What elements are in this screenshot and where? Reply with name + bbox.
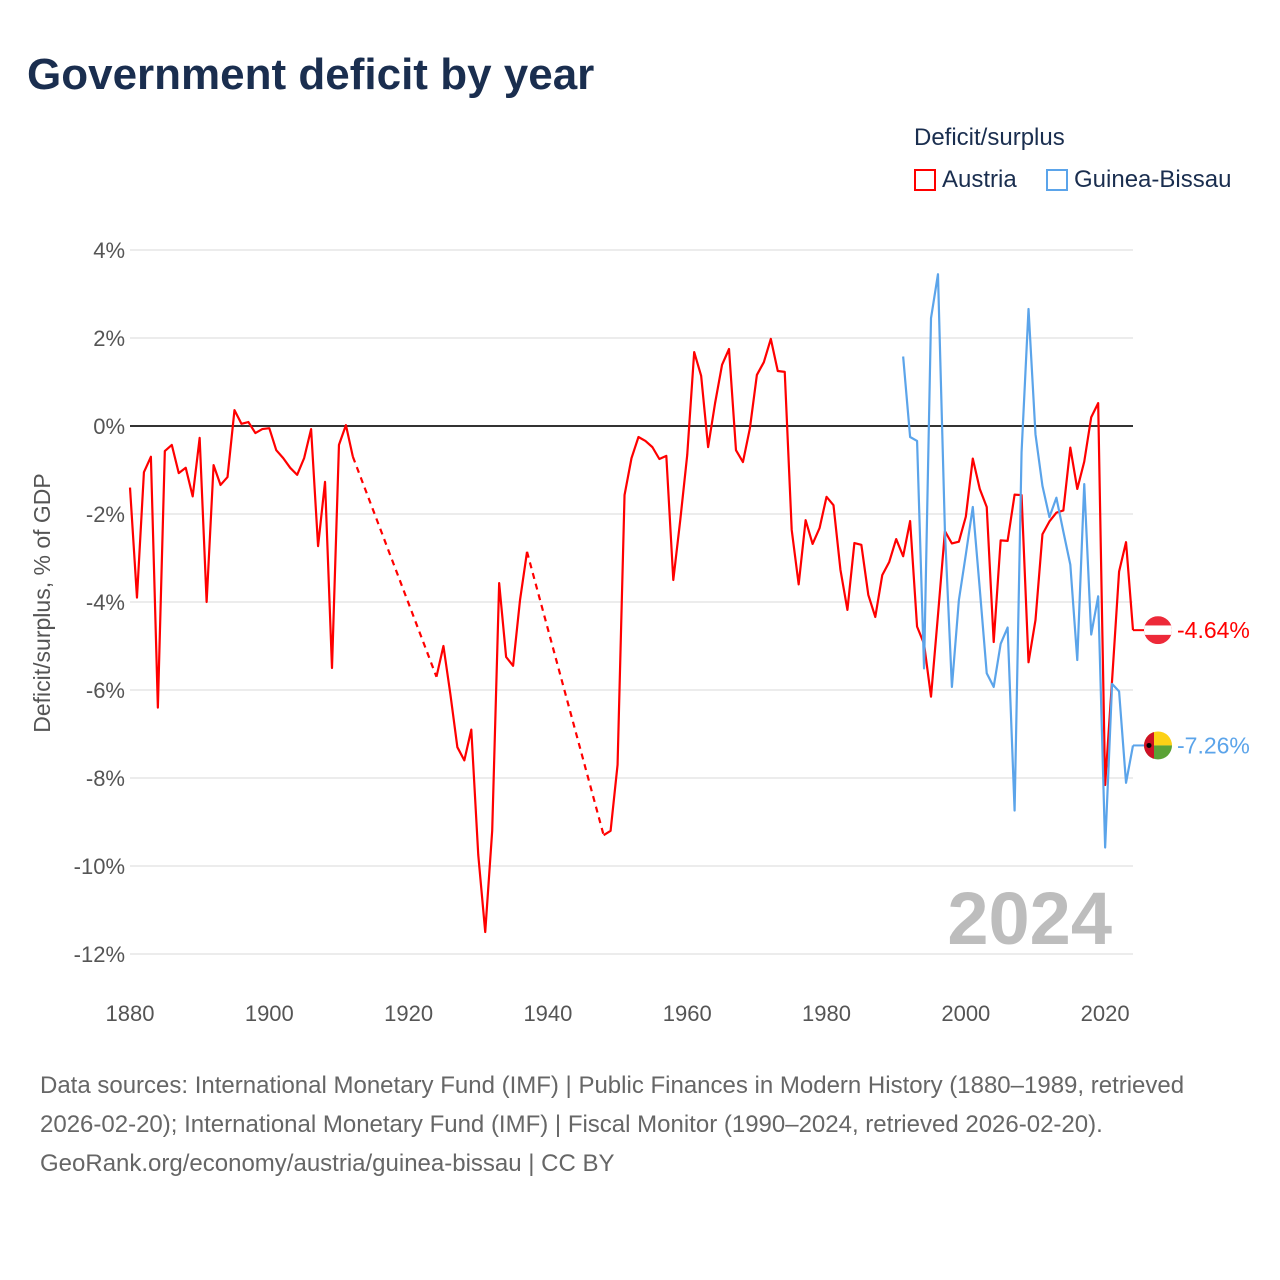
x-tick-label: 2000 (941, 1001, 990, 1026)
series-line-austria (435, 551, 529, 934)
gridlines (130, 249, 1133, 955)
legend-swatch-guinea-bissau (1046, 169, 1068, 191)
y-tick-label: -10% (74, 854, 125, 879)
legend-item-austria[interactable]: Austria (914, 166, 1017, 194)
guinea-bissau-flag-icon (1144, 731, 1172, 760)
x-tick-labels: 1880 1900 1920 1940 1960 1980 2000 2020 (106, 1001, 1130, 1026)
legend-title: Deficit/surplus (914, 124, 1065, 151)
x-tick-label: 1980 (802, 1001, 851, 1026)
x-tick-label: 1960 (663, 1001, 712, 1026)
end-value-label: -7.26% (1177, 732, 1250, 758)
y-axis-label: Deficit/surplus, % of GDP (29, 473, 55, 732)
series-lines (128, 273, 1145, 934)
x-tick-label: 1940 (523, 1001, 572, 1026)
chart-title: Government deficit by year (27, 50, 595, 99)
y-tick-label: -12% (74, 942, 125, 967)
y-tick-label: -2% (86, 502, 125, 527)
data-sources: Data sources: International Monetary Fun… (40, 1072, 1185, 1138)
legend-item-guinea-bissau[interactable]: Guinea-Bissau (1046, 166, 1231, 194)
end-labels: -4.64% -7.26% (1144, 616, 1250, 760)
chart-plot: 4%2%0%-2%-4%-6%-8%-10%-12% 1880 1900 1920 1… (29, 238, 1250, 1026)
x-tick-label: 1900 (245, 1001, 294, 1026)
y-tick-label: -8% (86, 766, 125, 791)
y-tick-label: -6% (86, 678, 125, 703)
credit-link[interactable]: GeoRank.org/economy/austria/guinea-bissa… (40, 1150, 615, 1177)
y-tick-label: -4% (86, 590, 125, 615)
series-line-austria (128, 409, 354, 709)
series-gap-austria (351, 456, 438, 678)
x-tick-label: 1920 (384, 1001, 433, 1026)
y-tick-labels: 4% 2% 0% -2% -4% -6% -8% -10% -12% (74, 238, 125, 967)
y-tick-label: 0% (93, 414, 125, 439)
legend-label-austria: Austria (942, 166, 1017, 193)
series-gap-austria (525, 551, 605, 836)
y-tick-label: 2% (93, 326, 125, 351)
series-line-guinea-bissau (902, 273, 1135, 849)
year-watermark: 2024 (947, 877, 1112, 960)
legend-label-guinea-bissau: Guinea-Bissau (1074, 166, 1232, 193)
x-tick-label: 1880 (106, 1001, 155, 1026)
y-tick-label: 4% (93, 238, 125, 263)
austria-flag-icon (1144, 616, 1172, 645)
x-tick-label: 2020 (1081, 1001, 1130, 1026)
footer: Data sources: International Monetary Fun… (40, 1066, 1240, 1183)
end-value-label: -4.64% (1177, 617, 1250, 643)
series-line-austria (603, 337, 1135, 837)
legend-swatch-austria (914, 169, 936, 191)
